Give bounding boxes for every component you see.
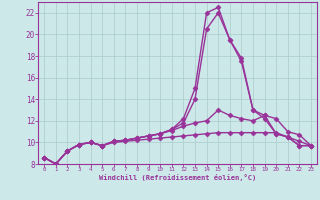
X-axis label: Windchill (Refroidissement éolien,°C): Windchill (Refroidissement éolien,°C) [99,174,256,181]
